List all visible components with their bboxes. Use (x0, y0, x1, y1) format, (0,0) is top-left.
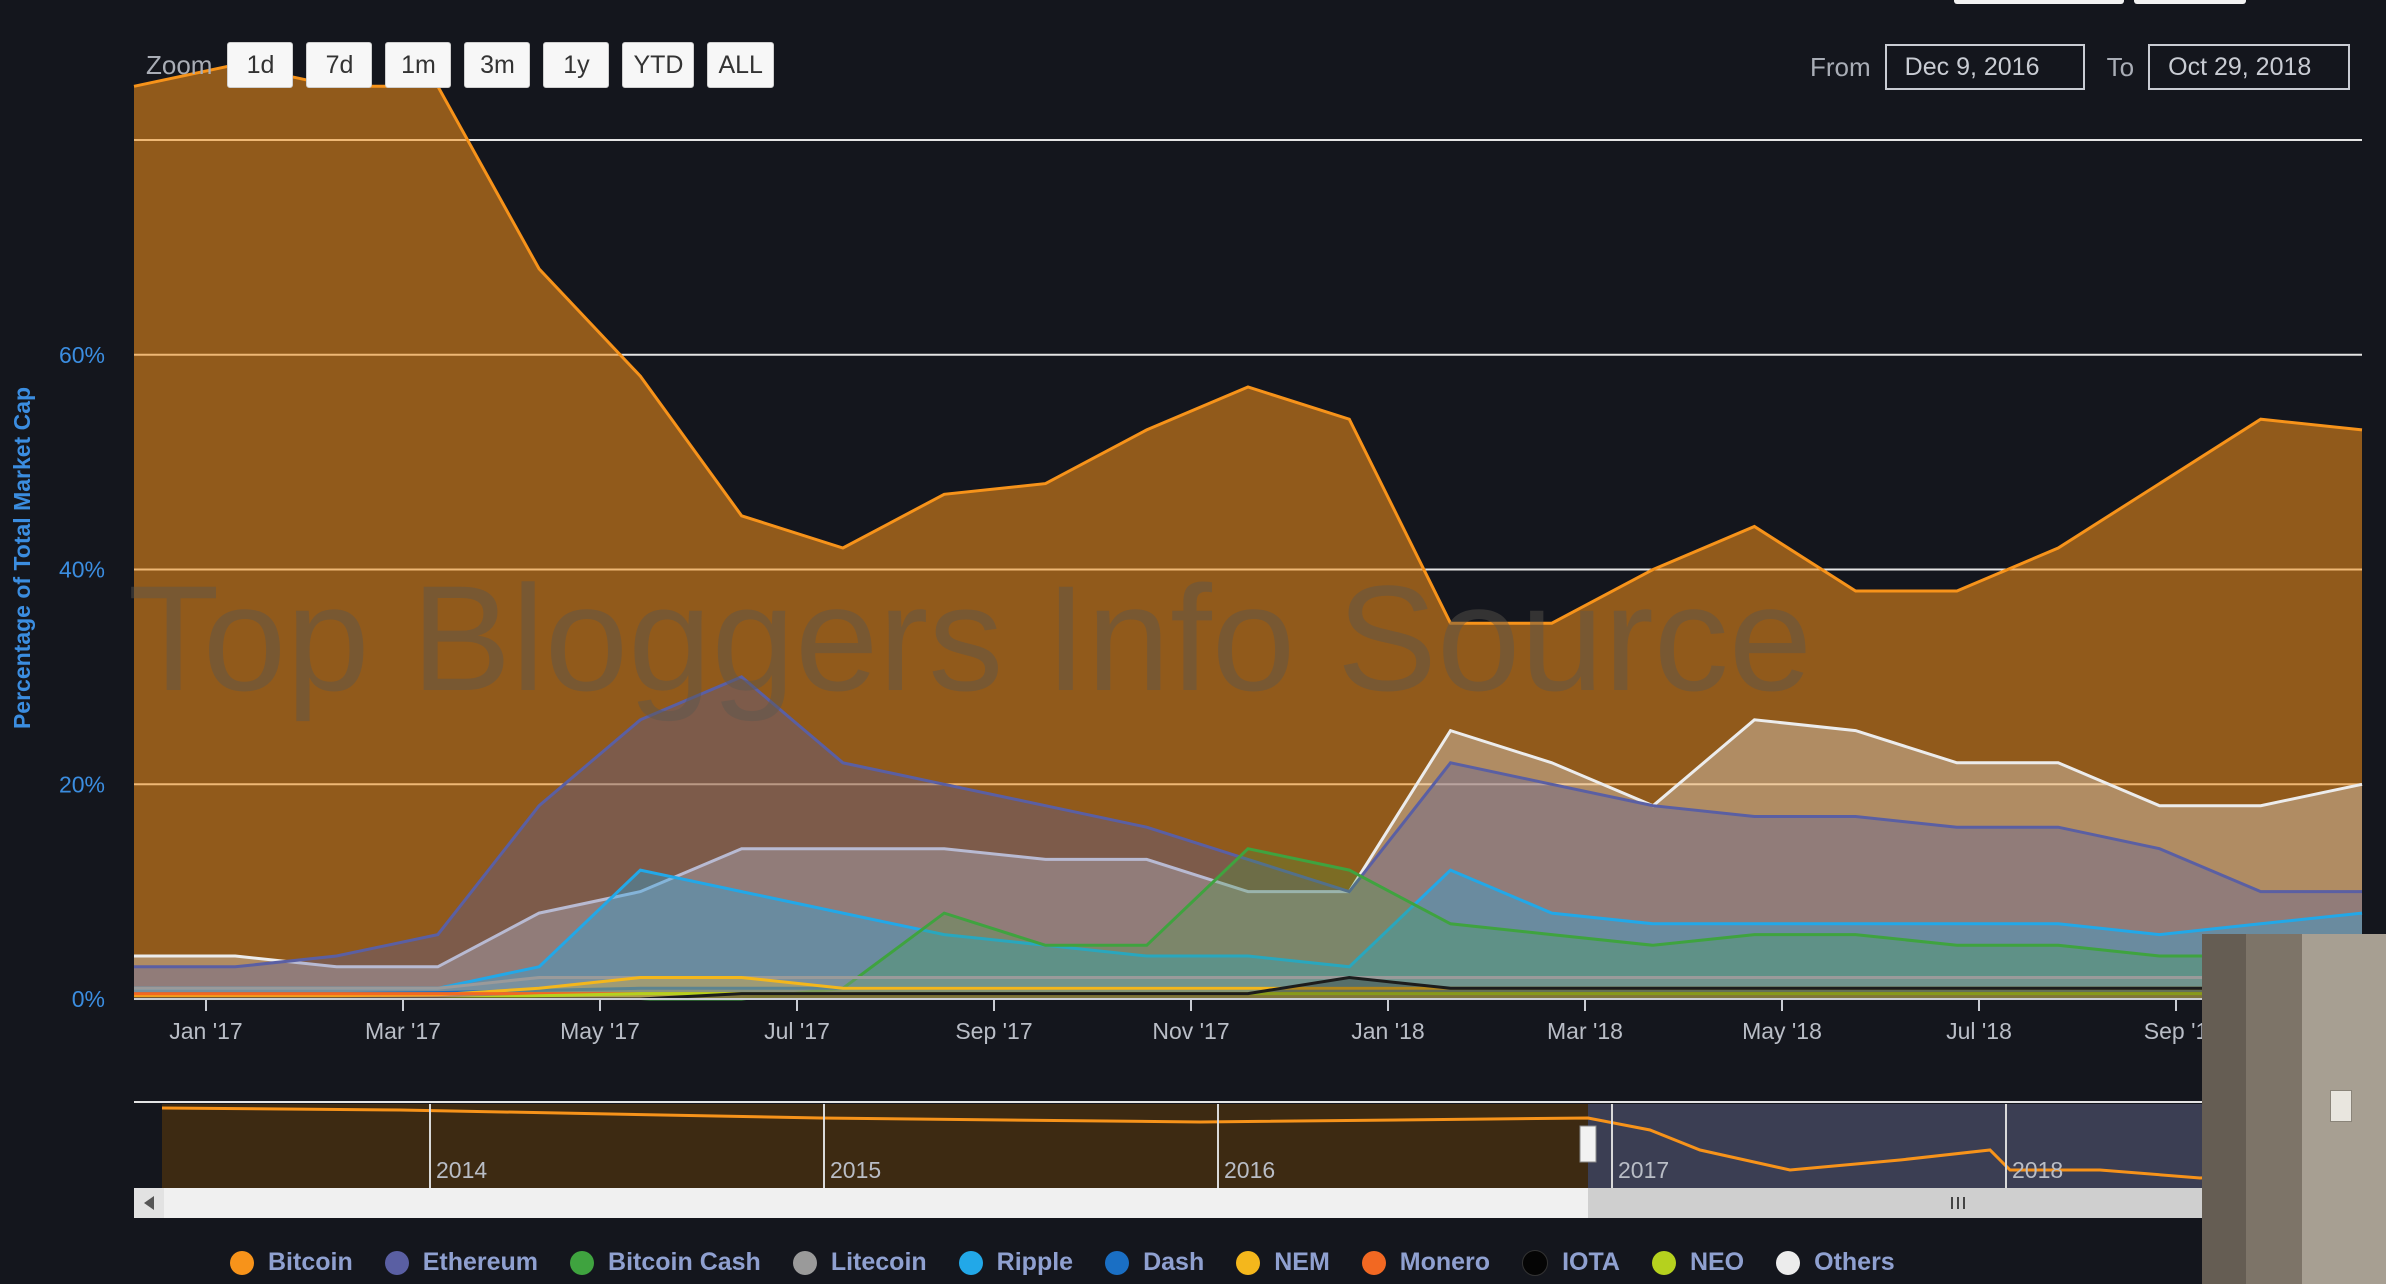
zoom-3m-button[interactable]: 3m (464, 42, 531, 88)
navigator-year-label: 2016 (1224, 1157, 1275, 1183)
legend-dot-nem (1236, 1250, 1261, 1275)
y-axis-ticks: 0% 20% 40% 60% (59, 342, 105, 1012)
to-label: To (2106, 51, 2135, 82)
date-range: From Dec 9, 2016 To Oct 29, 2018 (1810, 44, 2351, 90)
webcam-overlay (2202, 934, 2386, 1284)
legend-item-others[interactable]: Others (1776, 1248, 1895, 1277)
zoom-1y-button[interactable]: 1y (543, 42, 610, 88)
legend-dot-dash (1105, 1250, 1130, 1275)
y-tick-label: 20% (59, 771, 105, 797)
series-line-litecoin (134, 976, 2362, 990)
legend-dot-ethereum (384, 1250, 409, 1275)
zoom-bar: Zoom 1d 7d 1m 3m 1y YTD ALL (146, 42, 774, 88)
x-tick-label: Mar '17 (365, 1018, 441, 1044)
legend-dot-ripple (958, 1250, 983, 1275)
legend-dot-bitcoin-cash (570, 1250, 595, 1275)
legend-label: Bitcoin Cash (608, 1248, 761, 1276)
webcam-shadow (2202, 934, 2246, 1284)
series-area-others (134, 719, 2362, 999)
legend-item-neo[interactable]: NEO (1651, 1248, 1745, 1277)
legend-label: Monero (1399, 1248, 1491, 1276)
y-axis-label: Percentage of Total Market Cap (9, 387, 35, 729)
watermark: Top Bloggers Info Source (128, 554, 1812, 722)
zoom-all-button[interactable]: ALL (707, 42, 774, 88)
legend-item-monero[interactable]: Monero (1361, 1248, 1491, 1277)
top-control-tab[interactable] (1954, 0, 2124, 4)
zoom-ytd-button[interactable]: YTD (622, 42, 695, 88)
x-tick-label: Sep '1 (2144, 1018, 2209, 1044)
legend-label: Litecoin (830, 1248, 927, 1276)
legend-label: NEM (1274, 1248, 1330, 1276)
legend-label: Bitcoin (268, 1248, 353, 1276)
x-tick-label: Jul '18 (1946, 1018, 2012, 1044)
zoom-1d-button[interactable]: 1d (227, 42, 294, 88)
navigator-year-label: 2015 (830, 1157, 881, 1183)
zoom-1m-button[interactable]: 1m (385, 42, 452, 88)
series-line-ripple (134, 868, 2363, 990)
zoom-7d-button[interactable]: 7d (306, 42, 373, 88)
from-date-input[interactable]: Dec 9, 2016 (1884, 44, 2085, 90)
x-tick-label: May '17 (560, 1018, 640, 1044)
legend-dot-others (1776, 1250, 1801, 1275)
legend-item-litecoin[interactable]: Litecoin (792, 1248, 927, 1277)
legend-dot-bitcoin (230, 1250, 254, 1275)
series-areas (133, 63, 2363, 1001)
from-label: From (1810, 51, 1871, 82)
x-tick-label: Jul '17 (764, 1018, 830, 1044)
series-area-ethereum (134, 676, 2362, 999)
legend-label: Ethereum (422, 1248, 539, 1276)
navigator[interactable]: 2014 2015 2016 2017 2018 (134, 1091, 2363, 1218)
legend-dot-iota (1522, 1249, 1549, 1276)
y-tick-label: 0% (72, 986, 105, 1012)
legend-item-ethereum[interactable]: Ethereum (384, 1248, 539, 1277)
x-tick-label: Jan '18 (1351, 1018, 1424, 1044)
y-tick-label: 60% (59, 342, 105, 368)
legend-item-ripple[interactable]: Ripple (958, 1248, 1074, 1277)
x-tick-label: Sep '17 (955, 1018, 1032, 1044)
navigator-year-label: 2014 (436, 1157, 487, 1183)
series-area-bitcoin (134, 64, 2362, 1000)
legend-item-nem[interactable]: NEM (1236, 1248, 1330, 1277)
legend-label: NEO (1689, 1248, 1745, 1276)
y-tick-label: 40% (59, 557, 105, 583)
legend-item-dash[interactable]: Dash (1105, 1248, 1204, 1277)
x-axis-ticks: Jan '17 Mar '17 May '17 Jul '17 Sep '17 Nov '… (169, 999, 2208, 1044)
scroll-left-arrow-icon (144, 1196, 154, 1210)
legend-label: Others (1814, 1248, 1895, 1276)
legend-item-bitcoin[interactable]: Bitcoin (230, 1248, 353, 1277)
legend: Bitcoin Ethereum Bitcoin Cash Litecoin R… (230, 1248, 1895, 1277)
top-control-tab[interactable] (2134, 0, 2246, 4)
series-area-ripple (134, 870, 2362, 999)
x-tick-label: Jan '17 (169, 1018, 242, 1044)
light-switch (2330, 1090, 2352, 1122)
x-tick-label: Mar '18 (1547, 1018, 1623, 1044)
series-line-bitcoin (133, 63, 2363, 625)
legend-item-bitcoin-cash[interactable]: Bitcoin Cash (570, 1248, 761, 1277)
navigator-series-line (161, 1106, 2363, 1180)
x-tick-label: Nov '17 (1152, 1018, 1229, 1044)
legend-label: Dash (1143, 1248, 1205, 1276)
series-line-others (134, 718, 2363, 969)
navigator-year-label: 2017 (1618, 1157, 1669, 1183)
navigator-handle-left[interactable] (1579, 1125, 1597, 1163)
legend-label: Ripple (996, 1248, 1074, 1276)
legend-dot-monero (1361, 1250, 1386, 1275)
x-tick-label: May '18 (1742, 1018, 1822, 1044)
series-area-iota (134, 977, 2362, 999)
to-date-input[interactable]: Oct 29, 2018 (2148, 44, 2351, 90)
series-line-ethereum (134, 675, 2362, 969)
zoom-label: Zoom (146, 49, 213, 80)
scrollbar-grip-icon (1951, 1197, 1965, 1209)
legend-dot-neo (1651, 1250, 1676, 1275)
legend-dot-litecoin (792, 1250, 817, 1275)
navigator-year-label: 2018 (2012, 1157, 2063, 1183)
series-area-bitcoin-cash (134, 848, 2362, 999)
legend-item-iota[interactable]: IOTA (1522, 1248, 1620, 1277)
legend-label: IOTA (1562, 1248, 1620, 1276)
